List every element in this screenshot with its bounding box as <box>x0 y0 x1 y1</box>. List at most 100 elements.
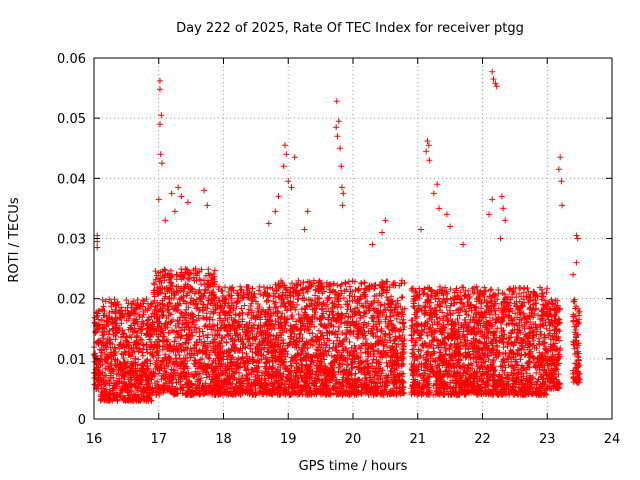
data-point <box>140 308 147 315</box>
data-point <box>248 300 255 307</box>
data-point <box>104 391 111 398</box>
data-point <box>223 339 230 346</box>
data-point <box>191 344 198 351</box>
data-point <box>164 321 171 328</box>
data-point <box>125 394 132 401</box>
data-point <box>143 358 149 365</box>
data-point <box>212 307 219 313</box>
data-point <box>125 376 132 383</box>
data-point <box>229 368 236 375</box>
data-point <box>189 319 196 326</box>
data-point <box>223 366 230 373</box>
data-point <box>157 289 163 296</box>
data-point <box>133 334 140 341</box>
data-point <box>186 332 193 339</box>
data-point <box>109 308 116 315</box>
data-point <box>268 326 275 333</box>
data-point <box>114 329 120 336</box>
data-point <box>183 340 190 347</box>
data-point <box>145 378 152 385</box>
data-point <box>119 327 126 334</box>
data-point <box>204 334 211 341</box>
data-point <box>177 378 184 385</box>
data-point <box>194 350 201 357</box>
data-point <box>115 364 122 371</box>
data-point <box>91 352 98 359</box>
data-point <box>109 341 116 348</box>
data-point <box>179 341 185 348</box>
data-point <box>131 320 137 327</box>
data-point <box>96 337 102 344</box>
data-point <box>150 344 157 351</box>
data-point <box>294 296 301 303</box>
data-point <box>197 356 204 363</box>
data-point <box>187 299 194 306</box>
data-point <box>243 350 250 357</box>
data-point <box>138 323 145 330</box>
data-point <box>120 393 126 400</box>
data-point <box>107 344 114 351</box>
data-point <box>134 297 141 303</box>
data-point <box>140 300 147 307</box>
data-point <box>150 353 157 360</box>
data-point <box>207 308 214 315</box>
data-point <box>134 321 141 327</box>
data-point <box>173 363 180 370</box>
data-point <box>186 373 193 380</box>
data-point <box>121 359 128 365</box>
data-point <box>201 323 208 330</box>
data-point <box>196 391 203 398</box>
data-point <box>137 379 144 385</box>
data-point <box>197 363 204 370</box>
data-point <box>205 266 212 273</box>
data-point <box>184 275 191 282</box>
data-point <box>99 329 106 336</box>
data-point <box>201 360 208 367</box>
data-point <box>164 307 171 314</box>
data-point <box>141 359 148 366</box>
data-point <box>144 387 151 394</box>
data-point <box>188 324 194 331</box>
data-point <box>131 339 138 346</box>
chart-title: Day 222 of 2025, Rate Of TEC Index for r… <box>176 21 524 36</box>
data-point <box>103 318 110 325</box>
data-point <box>234 299 241 305</box>
data-point <box>100 335 107 342</box>
data-point <box>208 326 215 333</box>
data-point <box>361 279 368 286</box>
data-point <box>214 302 221 308</box>
data-point <box>209 385 216 392</box>
data-point <box>182 339 189 346</box>
data-point <box>172 334 179 341</box>
data-point <box>194 269 201 276</box>
data-point <box>168 378 175 384</box>
data-point <box>146 395 153 402</box>
data-point <box>171 338 178 345</box>
data-point <box>125 370 132 377</box>
data-point <box>102 298 109 305</box>
data-point <box>160 311 167 318</box>
data-point <box>188 310 195 317</box>
data-point <box>162 380 169 387</box>
data-point <box>106 380 113 387</box>
data-point <box>210 357 217 364</box>
data-point <box>161 343 168 350</box>
data-point <box>202 322 209 329</box>
data-point <box>168 267 174 274</box>
data-point <box>211 276 218 283</box>
data-point <box>132 393 138 400</box>
data-point <box>112 380 119 387</box>
data-point <box>180 297 187 304</box>
data-point <box>186 289 193 296</box>
data-point <box>173 328 180 335</box>
data-point <box>160 338 166 344</box>
data-point <box>123 297 130 303</box>
data-point <box>329 308 336 315</box>
data-point <box>251 336 258 343</box>
data-point <box>166 342 173 349</box>
data-point <box>398 294 405 301</box>
data-point <box>190 274 197 281</box>
data-point <box>165 353 172 360</box>
data-point <box>178 333 185 340</box>
data-point <box>114 299 121 305</box>
